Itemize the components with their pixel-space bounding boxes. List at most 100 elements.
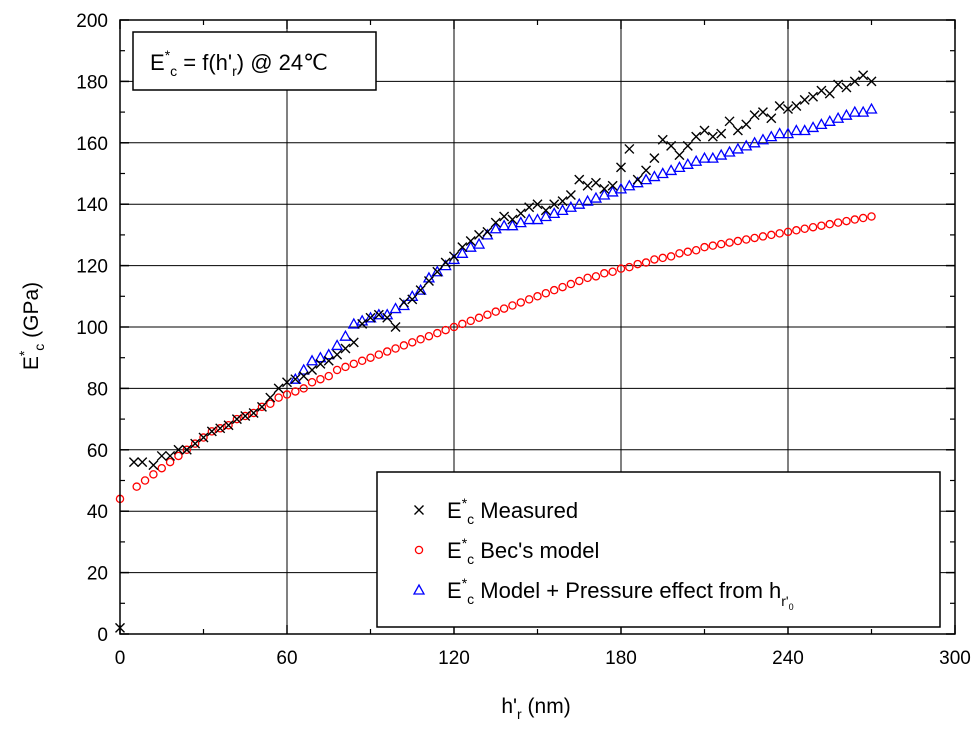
data-point <box>305 354 319 366</box>
legend-marker <box>414 545 424 555</box>
data-point <box>348 337 359 348</box>
data-point <box>708 241 718 250</box>
data-point <box>173 444 184 455</box>
data-point <box>507 214 518 225</box>
data-point <box>541 288 551 298</box>
data-point <box>440 257 451 268</box>
data-point <box>274 393 283 402</box>
data-point <box>682 140 693 151</box>
data-point <box>516 298 526 307</box>
data-point <box>833 79 844 90</box>
data-point <box>489 222 502 234</box>
data-point <box>432 266 443 277</box>
data-point <box>664 164 678 176</box>
data-point <box>366 353 375 362</box>
data-point <box>232 414 242 424</box>
data-point <box>449 322 459 332</box>
data-point <box>557 196 568 207</box>
tick-labels: 0 60 120 180 240 300 0 20 40 60 80 100 120 140 160 180 2… <box>76 11 971 669</box>
data-point <box>508 301 517 310</box>
data-point <box>808 91 819 102</box>
data-point <box>240 411 251 422</box>
data-point <box>206 426 217 437</box>
data-point <box>558 282 567 292</box>
data-point <box>865 102 878 114</box>
data-point <box>531 213 544 225</box>
data-point <box>831 111 845 123</box>
data-point <box>324 371 333 381</box>
data-point <box>215 423 226 434</box>
data-point <box>390 322 401 332</box>
data-point <box>791 100 802 111</box>
data-point <box>590 177 601 188</box>
annotation-frame <box>132 31 377 91</box>
data-point <box>700 242 709 252</box>
data-point <box>641 165 652 176</box>
data-point <box>190 439 200 448</box>
data-point <box>848 105 861 117</box>
data-point <box>756 133 770 145</box>
data-point <box>574 174 585 185</box>
data-point <box>416 335 425 344</box>
legend-markers <box>412 505 426 595</box>
data-point <box>725 238 734 247</box>
data-point <box>456 246 469 258</box>
legend: E*c Measured E*c Bec's model E*c Model +… <box>376 471 941 628</box>
data-point <box>815 118 828 130</box>
data-point <box>157 463 166 473</box>
data-point <box>598 188 611 200</box>
data-point <box>565 189 576 200</box>
data-point <box>491 307 500 316</box>
data-point <box>549 285 559 295</box>
data-point <box>248 407 259 418</box>
data-point <box>273 383 284 394</box>
legend-label-measured: E*c Measured <box>447 495 578 527</box>
x-tick-label: 180 <box>605 648 637 669</box>
data-point <box>289 372 302 384</box>
data-point <box>623 179 636 191</box>
data-point <box>581 194 594 206</box>
data-point <box>128 457 139 468</box>
data-point <box>707 131 718 142</box>
data-point <box>857 105 870 117</box>
data-point <box>575 276 584 286</box>
data-point <box>424 331 434 341</box>
data-point <box>716 239 726 249</box>
data-point <box>499 211 510 222</box>
series-layer <box>115 70 878 633</box>
y-tick-label: 60 <box>87 441 108 462</box>
data-point <box>849 76 860 87</box>
data-point <box>156 450 167 461</box>
data-point <box>497 219 511 231</box>
y-tick-label: 0 <box>97 625 108 646</box>
data-point <box>573 197 586 209</box>
data-point <box>449 251 459 262</box>
data-point <box>624 143 635 154</box>
data-point <box>650 255 659 264</box>
data-point <box>423 275 434 286</box>
data-point <box>582 180 593 191</box>
ticks <box>119 19 956 635</box>
data-point <box>431 265 444 277</box>
data-point <box>181 444 192 455</box>
data-point <box>514 216 527 228</box>
data-point <box>781 127 795 139</box>
data-point <box>741 119 752 130</box>
data-point <box>599 183 610 194</box>
data-point <box>825 219 835 229</box>
data-point <box>600 269 609 278</box>
data-point <box>382 312 393 323</box>
data-point <box>792 226 801 235</box>
data-point <box>616 162 626 173</box>
data-point <box>373 309 384 320</box>
data-point <box>798 124 811 136</box>
data-point <box>850 215 860 224</box>
data-point <box>840 108 853 120</box>
data-point <box>765 130 778 142</box>
data-point <box>566 279 576 289</box>
data-point <box>606 185 619 197</box>
y-tick-label: 80 <box>87 379 108 400</box>
data-point <box>656 167 669 179</box>
data-point <box>842 216 851 226</box>
